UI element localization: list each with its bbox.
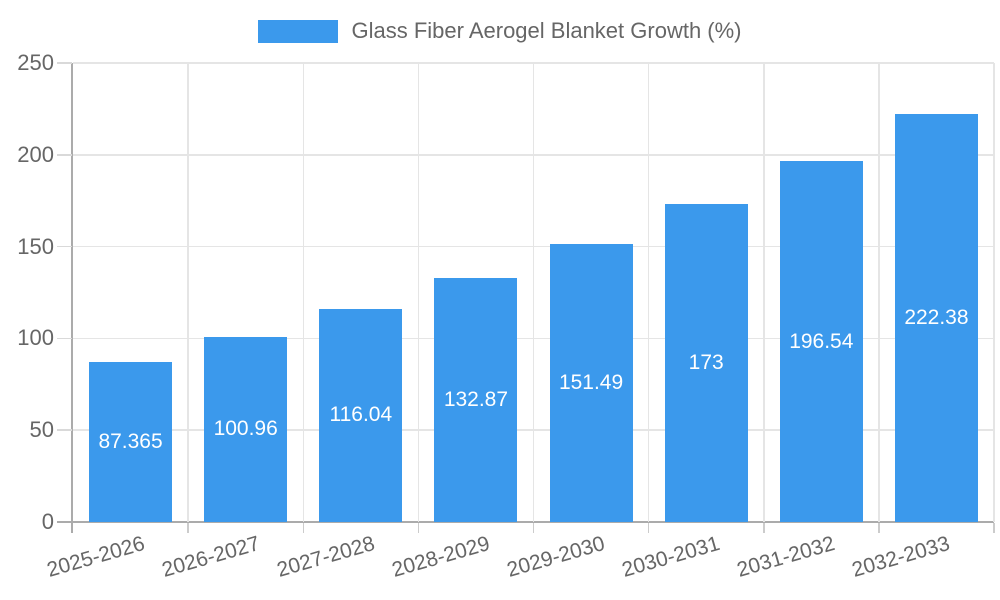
x-axis-line xyxy=(57,521,994,523)
v-gridline xyxy=(763,63,765,522)
bar[interactable]: 100.96 xyxy=(204,336,288,522)
x-tick xyxy=(993,523,995,533)
y-tick-label: 100 xyxy=(17,325,54,351)
legend-swatch-icon xyxy=(258,19,339,43)
x-tick xyxy=(878,523,880,533)
x-tick xyxy=(647,523,650,533)
x-tick xyxy=(763,523,765,533)
y-tick-label: 250 xyxy=(17,50,54,75)
y-tick-label: 200 xyxy=(17,141,54,167)
bar-value-label: 100.96 xyxy=(213,417,278,441)
x-tick xyxy=(302,523,304,533)
y-tick xyxy=(57,337,72,340)
bar[interactable]: 222.38 xyxy=(894,113,978,522)
bar[interactable]: 151.49 xyxy=(549,243,633,522)
y-tick-label: 50 xyxy=(29,417,54,443)
v-gridline xyxy=(187,63,189,522)
x-tick xyxy=(417,523,420,533)
bar[interactable]: 196.54 xyxy=(779,161,863,522)
bar[interactable]: 116.04 xyxy=(319,308,403,522)
legend-label: Glass Fiber Aerogel Blanket Growth (%) xyxy=(351,18,742,43)
bar-value-label: 151.49 xyxy=(558,370,624,394)
bar-value-label: 87.365 xyxy=(98,429,163,453)
bar[interactable]: 87.365 xyxy=(89,361,173,522)
bar-value-label: 132.87 xyxy=(443,388,509,412)
bar-value-label: 196.54 xyxy=(789,329,854,353)
y-tick xyxy=(57,429,72,431)
bar[interactable]: 132.87 xyxy=(434,278,518,522)
y-tick-label: 150 xyxy=(17,233,54,259)
plot-area: 87.365 100.96 116.04 132.87 151.49 173 196.54 2… xyxy=(73,62,995,522)
bar-value-label: 173 xyxy=(688,351,724,375)
v-gridline xyxy=(647,63,650,522)
v-gridline xyxy=(993,63,995,522)
x-tick xyxy=(532,523,535,533)
y-axis-line xyxy=(71,63,73,533)
v-gridline xyxy=(878,63,880,522)
v-gridline xyxy=(532,63,535,522)
v-gridline xyxy=(302,63,304,522)
bar[interactable]: 173 xyxy=(664,204,748,522)
bar-value-label: 116.04 xyxy=(329,403,393,427)
y-tick-label: 0 xyxy=(41,509,54,534)
v-gridline xyxy=(417,63,420,522)
x-tick xyxy=(187,523,189,533)
y-tick xyxy=(57,154,72,156)
y-tick xyxy=(57,62,72,64)
y-tick xyxy=(57,245,72,248)
bar-value-label: 222.38 xyxy=(904,305,969,329)
legend[interactable]: Glass Fiber Aerogel Blanket Growth (%) xyxy=(0,18,1000,44)
